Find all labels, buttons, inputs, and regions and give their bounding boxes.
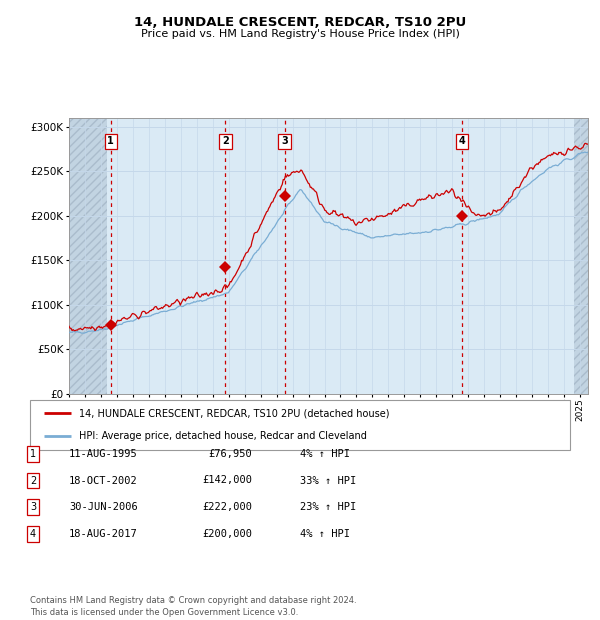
Text: Contains HM Land Registry data © Crown copyright and database right 2024.
This d: Contains HM Land Registry data © Crown c… — [30, 596, 356, 617]
Text: £142,000: £142,000 — [202, 476, 252, 485]
Text: 30-JUN-2006: 30-JUN-2006 — [69, 502, 138, 512]
Text: £200,000: £200,000 — [202, 529, 252, 539]
Bar — [574, 118, 588, 394]
Text: 4: 4 — [30, 529, 36, 539]
Text: 4: 4 — [459, 136, 466, 146]
Text: HPI: Average price, detached house, Redcar and Cleveland: HPI: Average price, detached house, Redc… — [79, 431, 367, 441]
Text: 33% ↑ HPI: 33% ↑ HPI — [300, 476, 356, 485]
Text: 14, HUNDALE CRESCENT, REDCAR, TS10 2PU: 14, HUNDALE CRESCENT, REDCAR, TS10 2PU — [134, 16, 466, 29]
Text: 18-AUG-2017: 18-AUG-2017 — [69, 529, 138, 539]
Text: 18-OCT-2002: 18-OCT-2002 — [69, 476, 138, 485]
Text: 2: 2 — [222, 136, 229, 146]
Text: 1: 1 — [107, 136, 114, 146]
Text: 4% ↑ HPI: 4% ↑ HPI — [300, 529, 350, 539]
Text: £76,950: £76,950 — [208, 449, 252, 459]
Text: £222,000: £222,000 — [202, 502, 252, 512]
Text: 2: 2 — [30, 476, 36, 485]
Text: 23% ↑ HPI: 23% ↑ HPI — [300, 502, 356, 512]
FancyBboxPatch shape — [30, 400, 570, 450]
Text: 3: 3 — [30, 502, 36, 512]
Text: Price paid vs. HM Land Registry's House Price Index (HPI): Price paid vs. HM Land Registry's House … — [140, 29, 460, 39]
Text: 14, HUNDALE CRESCENT, REDCAR, TS10 2PU (detached house): 14, HUNDALE CRESCENT, REDCAR, TS10 2PU (… — [79, 409, 389, 419]
Text: 3: 3 — [281, 136, 288, 146]
Bar — [69, 118, 107, 394]
Text: 11-AUG-1995: 11-AUG-1995 — [69, 449, 138, 459]
Text: 4% ↑ HPI: 4% ↑ HPI — [300, 449, 350, 459]
Text: 1: 1 — [30, 449, 36, 459]
